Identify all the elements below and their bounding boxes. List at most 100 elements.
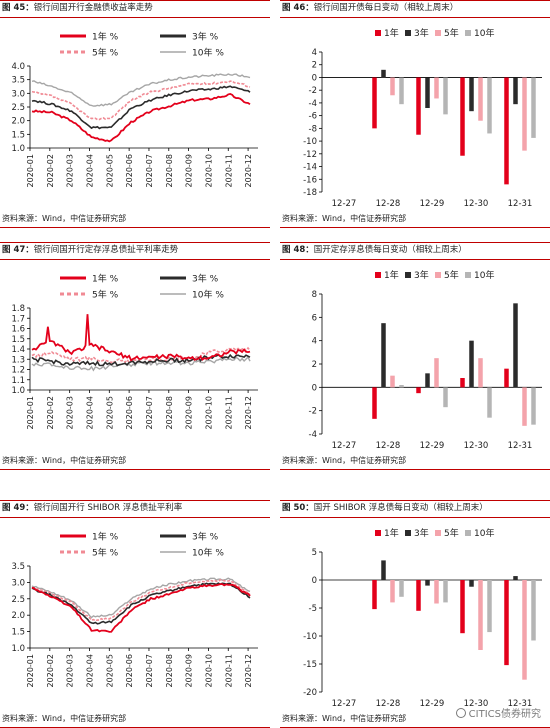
- legend-label: 10年 %: [192, 547, 224, 559]
- legend-label: 5年: [444, 27, 459, 39]
- y-tick-label: -18: [303, 188, 317, 198]
- x-tick-label: 12-30: [464, 441, 489, 451]
- x-tick-label: 2020-05: [105, 154, 114, 187]
- x-tick-label: 2020-02: [46, 654, 55, 687]
- bar: [487, 387, 492, 418]
- x-tick-label: 2020-12: [244, 396, 253, 429]
- y-tick-label: 8: [312, 290, 317, 300]
- bar: [399, 77, 404, 105]
- bar: [434, 358, 439, 388]
- y-tick-label: 1.1: [11, 376, 25, 386]
- bar: [487, 77, 492, 134]
- legend-label: 10年: [474, 269, 494, 281]
- x-tick-label: 2020-12: [244, 654, 253, 687]
- legend-item: 5年: [435, 269, 459, 281]
- bar: [372, 580, 377, 610]
- figure-title: 国开定存浮息债每日变动（相较上周末）: [313, 245, 467, 255]
- series-line: [31, 582, 251, 625]
- x-tick-label: 2020-10: [204, 154, 213, 187]
- figure-number: 图 48：: [282, 245, 314, 255]
- x-tick-label: 12-27: [332, 441, 357, 451]
- y-tick-label: 2.5: [11, 595, 25, 605]
- y-tick-label: 3.0: [11, 89, 25, 99]
- y-tick-label: 2: [312, 61, 317, 71]
- chart-shibor-trend: 1年 % 3年 % 5年 % 10年 % 1.0 1.5 2.0 2.5 3.0 3.5 2020-…: [11, 531, 258, 687]
- x-tick-label: 2020-07: [145, 396, 154, 429]
- bar: [372, 77, 377, 129]
- bar: [416, 77, 421, 135]
- x-tick-label: 2020-05: [105, 654, 114, 687]
- bar: [531, 580, 536, 641]
- figure-title: 银行间国开债每日变动（相较上周末）: [313, 3, 459, 13]
- legend-item: 10年 %: [160, 289, 224, 301]
- legend-swatch: [435, 30, 441, 36]
- x-tick-label: 2020-10: [204, 396, 213, 429]
- series-line: [31, 346, 251, 364]
- legend-item: 5年: [435, 527, 459, 539]
- legend-label: 3年: [414, 527, 429, 539]
- bar: [460, 77, 465, 156]
- legend-item: 10年 %: [160, 547, 224, 559]
- bar: [434, 77, 439, 99]
- x-tick-label: 12-31: [508, 441, 533, 451]
- chart-shibor-daily-change: 1年 3年 5年 10年 5 0 -5 -10 -15 -20 12-27 12-28 12-29 12-…: [303, 527, 542, 709]
- legend-label: 1年 %: [92, 31, 119, 43]
- y-tick-label: 5: [312, 548, 317, 558]
- x-tick-label: 2020-01: [26, 154, 35, 187]
- x-tick-label: 2020-11: [224, 396, 233, 429]
- source-note: 资料来源：Wind，中信证券研究部: [0, 212, 270, 228]
- y-tick-label: 1.0: [11, 644, 25, 654]
- bar: [504, 77, 509, 185]
- watermark-text: CITICS债券研究: [468, 709, 541, 720]
- y-tick-label: 0: [312, 576, 317, 586]
- legend-item: 1年 %: [60, 531, 119, 543]
- legend-label: 5年 %: [92, 47, 119, 59]
- x-tick-label: 2020-06: [125, 396, 134, 429]
- figure-48: 图 48：国开定存浮息债每日变动（相较上周末） 1年 3年 5年 10年 8 6 4 2 0 -2…: [280, 242, 550, 470]
- x-tick-label: 2020-06: [125, 654, 134, 687]
- x-tick-label: 2020-03: [66, 154, 75, 187]
- y-tick-label: -4: [309, 99, 317, 109]
- legend-label: 3年 %: [192, 273, 219, 285]
- legend-swatch: [375, 272, 381, 278]
- legend-swatch: [465, 30, 471, 36]
- legend-label: 5年 %: [92, 289, 119, 301]
- y-tick-label: -10: [303, 632, 317, 642]
- figure-title: 银行间国开行金融债收益率走势: [33, 3, 153, 13]
- bar: [390, 580, 395, 603]
- y-tick-label: 0: [312, 73, 317, 83]
- source-note: 资料来源：Wind，中信证券研究部: [280, 454, 550, 470]
- y-tick-label: -6: [309, 112, 317, 122]
- series-line: [31, 92, 251, 143]
- x-tick-label: 12-29: [420, 199, 445, 209]
- x-tick-label: 12-30: [464, 699, 489, 709]
- legend-label: 1年 %: [92, 273, 119, 285]
- bar: [522, 580, 527, 680]
- y-tick-label: 2.5: [11, 103, 25, 113]
- chart-yield-trend: 1年 % 3年 % 5年 % 10年 % 1.0 1.5 2.0 2.5 3.0 3.5 4.0 20…: [11, 31, 258, 187]
- series-line: [31, 314, 251, 362]
- legend-label: 3年 %: [192, 531, 219, 543]
- bar: [381, 323, 386, 388]
- watermark: CITICS债券研究: [452, 708, 544, 722]
- x-tick-label: 2020-02: [46, 396, 55, 429]
- x-tick-label: 2020-09: [185, 396, 194, 429]
- x-tick-label: 2020-11: [224, 654, 233, 687]
- y-tick-label: -20: [303, 688, 317, 698]
- chart-fixed-float-trend: 1年 % 3年 %5年 % 10年 %1.01.11.21.31.41.51.61.…: [11, 273, 258, 429]
- legend-swatch: [375, 530, 381, 536]
- x-tick-label: 12-28: [376, 699, 401, 709]
- legend-label: 10年 %: [192, 289, 224, 301]
- figure-47: 图 47：银行间国开行定存浮息债扯平利率走势 1年 % 3年 % 5年 % 10年 %…: [0, 242, 270, 470]
- x-tick-label: 2020-04: [85, 654, 94, 687]
- y-tick-label: 1.0: [11, 144, 25, 154]
- x-tick-label: 2020-04: [85, 396, 94, 429]
- y-tick-label: 6: [312, 313, 317, 323]
- bar: [478, 77, 483, 121]
- y-tick-label: 2: [312, 360, 317, 370]
- y-tick-label: 1.4: [11, 345, 25, 355]
- bar: [469, 340, 474, 388]
- figure-number: 图 46：: [282, 3, 314, 13]
- bar: [460, 378, 465, 388]
- figure-50: 图 50：国开 SHIBOR 浮息债每日变动（相较上周末） 1年 3年 5年 10年 5…: [280, 500, 550, 728]
